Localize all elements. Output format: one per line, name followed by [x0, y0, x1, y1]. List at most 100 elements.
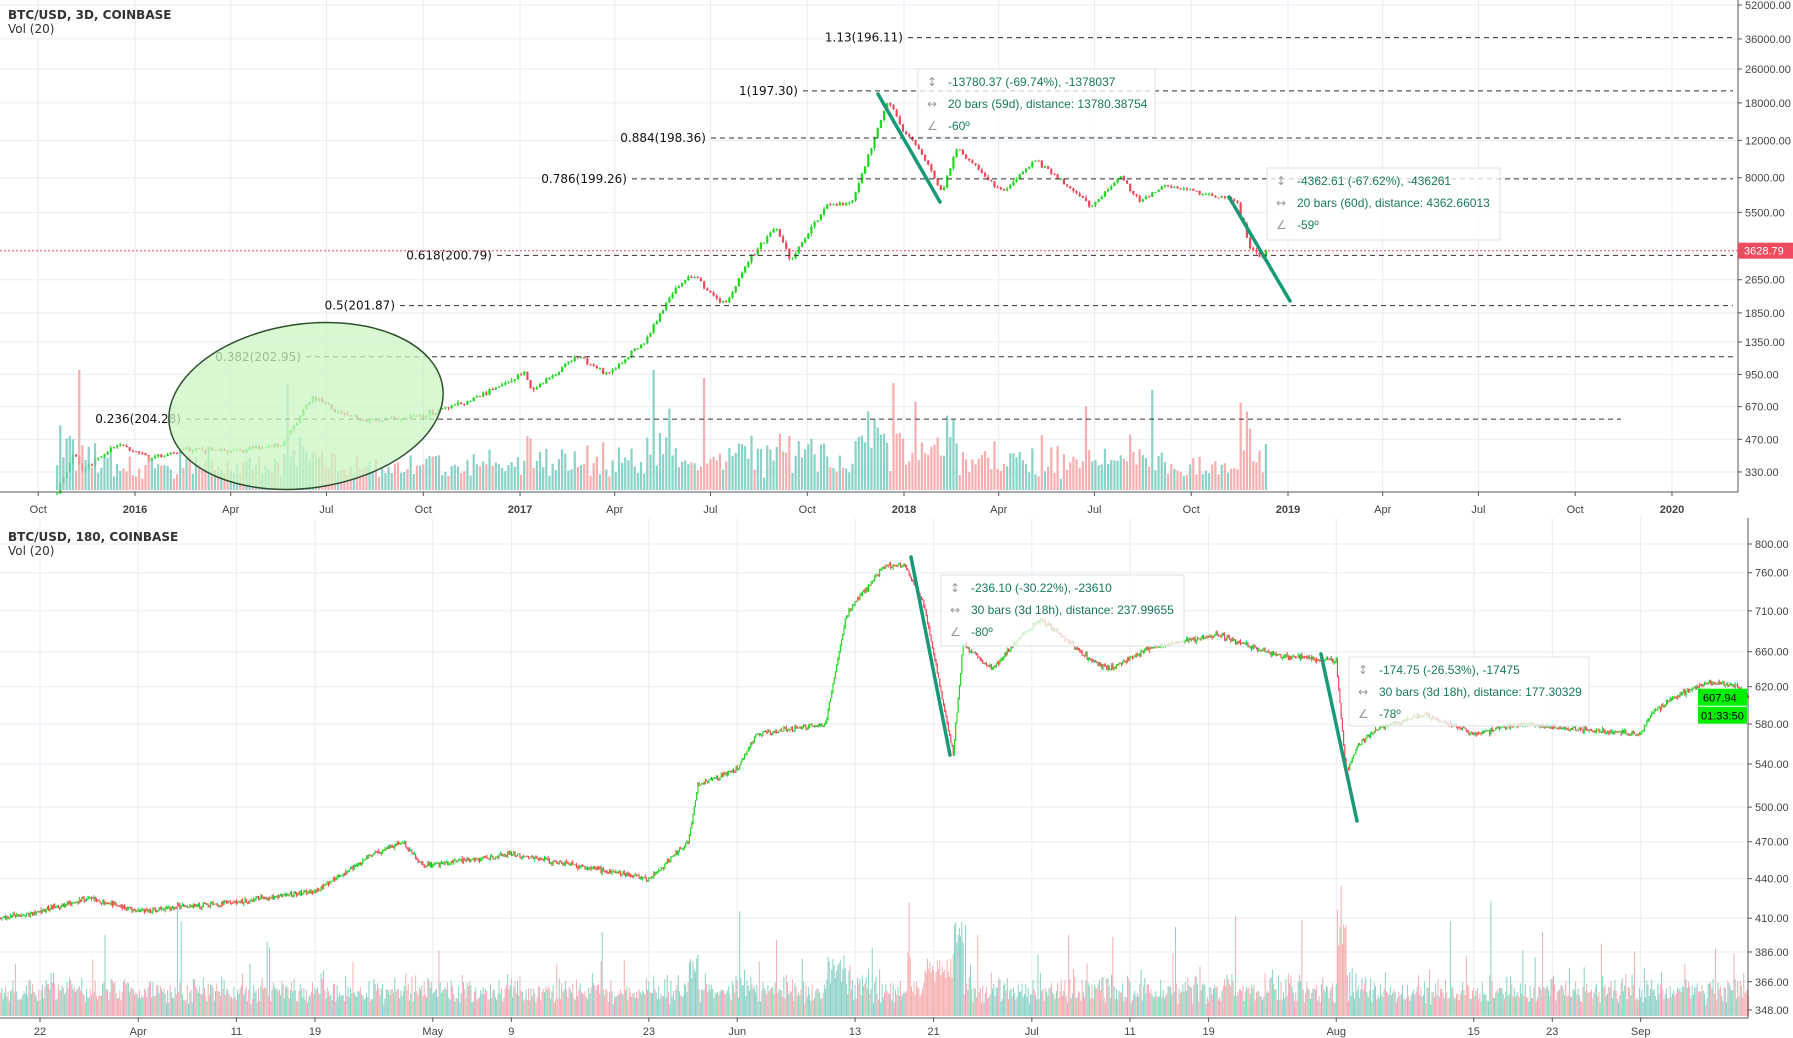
candle-body: [848, 202, 851, 204]
candle: [118, 904, 120, 907]
candle: [386, 846, 388, 849]
candle-body: [0, 918, 2, 920]
candle-body: [812, 726, 814, 728]
candle: [393, 845, 395, 849]
candle: [116, 444, 119, 449]
candle: [693, 805, 695, 816]
candle-body: [1116, 664, 1118, 668]
candle: [995, 663, 997, 669]
candle: [923, 154, 927, 162]
candle: [19, 914, 21, 918]
candle-body: [1078, 193, 1081, 196]
candle: [618, 869, 620, 874]
candle-body: [71, 902, 73, 905]
candle: [945, 709, 947, 718]
candle: [595, 866, 597, 871]
candle-body: [1296, 657, 1298, 659]
candle-body: [277, 895, 279, 898]
candle-body: [278, 895, 280, 898]
candle: [865, 586, 867, 594]
candle-body: [572, 862, 574, 864]
candle: [146, 907, 148, 912]
candle-body: [863, 166, 867, 174]
candle-body: [1107, 665, 1109, 669]
candle-body: [1065, 184, 1069, 187]
candle: [1212, 635, 1214, 638]
volume-bar: [1116, 460, 1119, 490]
candle: [649, 332, 652, 338]
candle-body: [162, 908, 164, 910]
candle-body: [272, 895, 274, 899]
volume-bar: [961, 452, 965, 490]
candle-body: [504, 382, 507, 385]
candle: [993, 180, 996, 188]
candle-body: [492, 856, 494, 859]
volume-bar: [952, 419, 955, 490]
candle: [129, 907, 131, 909]
measurement-value: -60º: [948, 119, 970, 133]
candle-body: [285, 893, 286, 897]
candle-body: [663, 867, 665, 869]
candle-body: [955, 149, 958, 157]
candle: [1284, 654, 1286, 659]
time-tick-label: Oct: [1183, 504, 1200, 516]
volume-bar: [456, 466, 460, 490]
candle: [1249, 236, 1252, 250]
candle: [131, 449, 134, 453]
candle-body: [1203, 635, 1205, 639]
candle: [1118, 662, 1120, 666]
candle: [92, 897, 94, 899]
candle: [693, 276, 696, 279]
candle: [242, 898, 244, 904]
candle-body: [286, 894, 288, 897]
candle-body: [741, 759, 743, 762]
candle-body: [354, 865, 356, 867]
candle-body: [463, 403, 466, 405]
candle: [751, 742, 753, 746]
candle: [562, 862, 564, 866]
candle-body: [183, 904, 185, 906]
candle-body: [477, 858, 479, 860]
candle-body: [507, 382, 510, 384]
candle-body: [649, 332, 652, 337]
candle-body: [847, 615, 849, 617]
candle-body: [671, 856, 673, 858]
candle-body: [866, 588, 868, 591]
candle-body: [988, 665, 990, 667]
candle: [528, 856, 530, 860]
candle: [366, 855, 368, 860]
candle: [40, 907, 42, 915]
candle-body: [1106, 665, 1108, 669]
candle-body: [93, 896, 95, 899]
candle: [48, 904, 50, 911]
candle: [1010, 646, 1012, 652]
candle: [1269, 652, 1271, 655]
candle: [978, 656, 980, 658]
volume-bar: [116, 464, 119, 490]
candle: [112, 446, 116, 449]
volume-bar: [1056, 445, 1059, 490]
candle: [1193, 637, 1195, 641]
candle: [1144, 648, 1146, 654]
candle: [762, 730, 764, 736]
candle: [516, 373, 520, 381]
candle-body: [1221, 633, 1223, 636]
candle-body: [1113, 667, 1115, 669]
candle-body: [119, 444, 122, 446]
candle-body: [516, 853, 518, 856]
candle: [1192, 188, 1195, 191]
candle: [1059, 177, 1062, 180]
candle: [239, 901, 241, 904]
candle: [737, 278, 740, 287]
candle-body: [1287, 655, 1289, 660]
candle: [466, 400, 469, 405]
candle: [1094, 201, 1097, 208]
candle: [113, 900, 115, 907]
candle-body: [551, 375, 554, 378]
candle-body: [595, 365, 598, 369]
candle-body: [1125, 180, 1129, 184]
candle-body: [1010, 647, 1012, 650]
candle: [60, 905, 62, 910]
candle: [653, 870, 655, 879]
